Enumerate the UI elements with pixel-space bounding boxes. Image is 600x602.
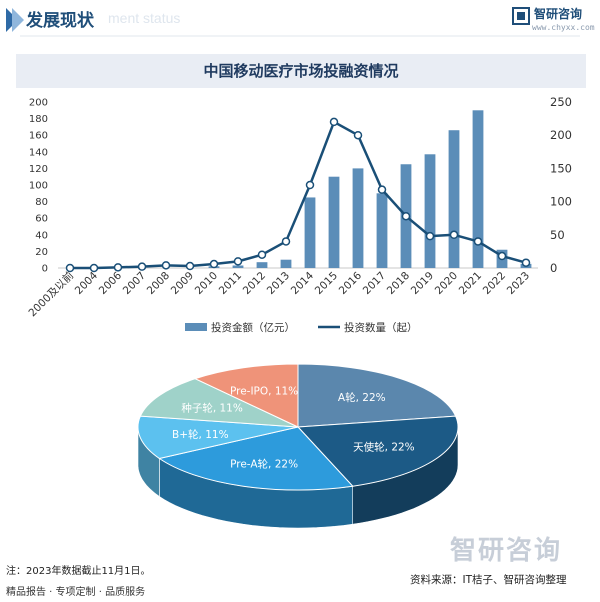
bar-investment-amount [232, 265, 244, 268]
point-investment-count [305, 180, 315, 190]
bar-investment-amount [376, 193, 388, 268]
logo-icon [512, 7, 530, 25]
pie-slice-label: 种子轮, 11% [181, 401, 243, 414]
point-investment-count [281, 237, 291, 246]
point-investment-count [65, 263, 75, 273]
point-investment-count [233, 257, 243, 266]
pie-slice [193, 363, 299, 428]
point-investment-count [353, 130, 363, 140]
y-left-tick-label: 80 [35, 197, 48, 208]
y-right-tick-label: 250 [550, 95, 572, 109]
x-tick-label: 2019 [409, 270, 436, 297]
point-investment-count [473, 237, 483, 246]
pie-slice-label: A轮, 22% [338, 391, 386, 404]
section-title: 发展现状 [26, 11, 94, 31]
legend-label-line: 投资数量（起） [344, 321, 418, 334]
y-left-tick-label: 140 [29, 147, 48, 158]
bar-investment-amount [424, 154, 436, 268]
y-right-tick-label: 200 [550, 128, 572, 142]
x-tick-label: 2016 [337, 269, 365, 297]
x-tick-label: 2014 [289, 269, 317, 297]
chart-note: 注：2023年数据截止11月1日。 [6, 566, 151, 577]
point-investment-count [401, 211, 411, 221]
bar-investment-amount [352, 168, 364, 268]
point-investment-count [113, 263, 123, 272]
x-tick-label: 2017 [361, 270, 388, 297]
y-right-tick-label: 100 [550, 195, 572, 209]
pie-slice-label: B+轮, 11% [172, 428, 229, 441]
y-left-tick-label: 200 [29, 98, 48, 109]
x-tick-label: 2022 [481, 270, 508, 297]
y-right-tick-label: 150 [550, 161, 572, 175]
bar-investment-amount [448, 130, 460, 268]
x-tick-label: 2020 [433, 270, 460, 297]
pie-slice [296, 415, 459, 487]
pie-chart: A轮, 22% 天使轮, 22% Pre-A轮, 22% B+轮, 11% 种子轮, 1… [137, 363, 459, 529]
footer-source: 资料来源：IT桔子、智研咨询整理 [410, 574, 567, 586]
legend-swatch-bar [185, 323, 207, 331]
x-tick-label: 2012 [241, 270, 268, 297]
section-title-ghost: ment status [108, 10, 181, 26]
y-left-tick-label: 20 [35, 247, 48, 258]
y-right-tick-label: 0 [550, 261, 557, 275]
bar-investment-amount [256, 262, 268, 268]
bar-investment-amount [472, 110, 484, 268]
point-investment-count [521, 258, 531, 267]
y-right-tick-label: 50 [550, 228, 565, 242]
pie-slice-label: 天使轮, 22% [353, 441, 415, 454]
pie-slice-label: Pre-IPO, 11% [230, 385, 298, 397]
point-investment-count [257, 250, 267, 259]
y-left-tick-label: 100 [29, 181, 48, 192]
pie-slice-label: Pre-A轮, 22% [230, 458, 298, 471]
y-left-tick-label: 160 [29, 131, 48, 142]
x-tick-label: 2018 [385, 270, 412, 297]
y-left-tick-label: 180 [29, 114, 48, 125]
x-tick-label: 2023 [505, 270, 532, 297]
footer-tagline: 精品报告 · 专项定制 · 品质服务 [6, 587, 146, 598]
x-tick-label: 2010 [193, 270, 220, 297]
x-tick-label: 2013 [265, 270, 292, 297]
point-investment-count [161, 261, 171, 270]
x-tick-label: 2007 [121, 270, 148, 297]
x-tick-label: 2000及以前 [26, 269, 76, 319]
x-tick-label: 2009 [169, 270, 196, 297]
x-tick-label: 2008 [145, 270, 172, 297]
y-left-tick-label: 120 [29, 164, 48, 175]
bar-investment-amount [280, 259, 292, 268]
header-bar [6, 7, 580, 37]
point-investment-count [425, 231, 435, 241]
point-investment-count [209, 259, 219, 269]
point-investment-count [497, 251, 507, 261]
watermark-brand: 智研咨询 [450, 536, 563, 566]
point-investment-count [377, 185, 387, 194]
brand-logo-text: 智研咨询 [534, 7, 583, 21]
x-tick-label: 2004 [73, 269, 101, 297]
point-investment-count [89, 263, 99, 273]
point-investment-count [329, 117, 339, 127]
point-investment-count [137, 262, 147, 271]
y-left-tick-label: 0 [42, 264, 48, 275]
x-tick-label: 2015 [313, 270, 340, 297]
pie-slice [137, 415, 299, 460]
combo-chart: 0 20 40 60 80 100 120 140 160 180 200 0 50 100 150 200 2… [26, 95, 572, 334]
x-tick-label: 2011 [217, 270, 244, 297]
point-investment-count [449, 230, 459, 240]
bar-investment-amount [304, 197, 316, 268]
y-left-tick-label: 40 [35, 230, 48, 241]
chart-title-band [16, 54, 586, 88]
x-tick-label: 2021 [457, 270, 484, 297]
point-investment-count [185, 261, 195, 271]
bar-investment-amount [328, 176, 340, 268]
chart-title: 中国移动医疗市场投融资情况 [203, 62, 399, 80]
brand-logo-url: www.chyxx.com [532, 23, 595, 32]
y-left-tick-label: 60 [35, 214, 48, 225]
legend-label-bar: 投资金额（亿元） [211, 321, 295, 334]
x-tick-label: 2006 [97, 269, 125, 297]
pie-slice [297, 363, 457, 428]
pie-slice [158, 426, 354, 491]
pie-slice [139, 378, 299, 428]
